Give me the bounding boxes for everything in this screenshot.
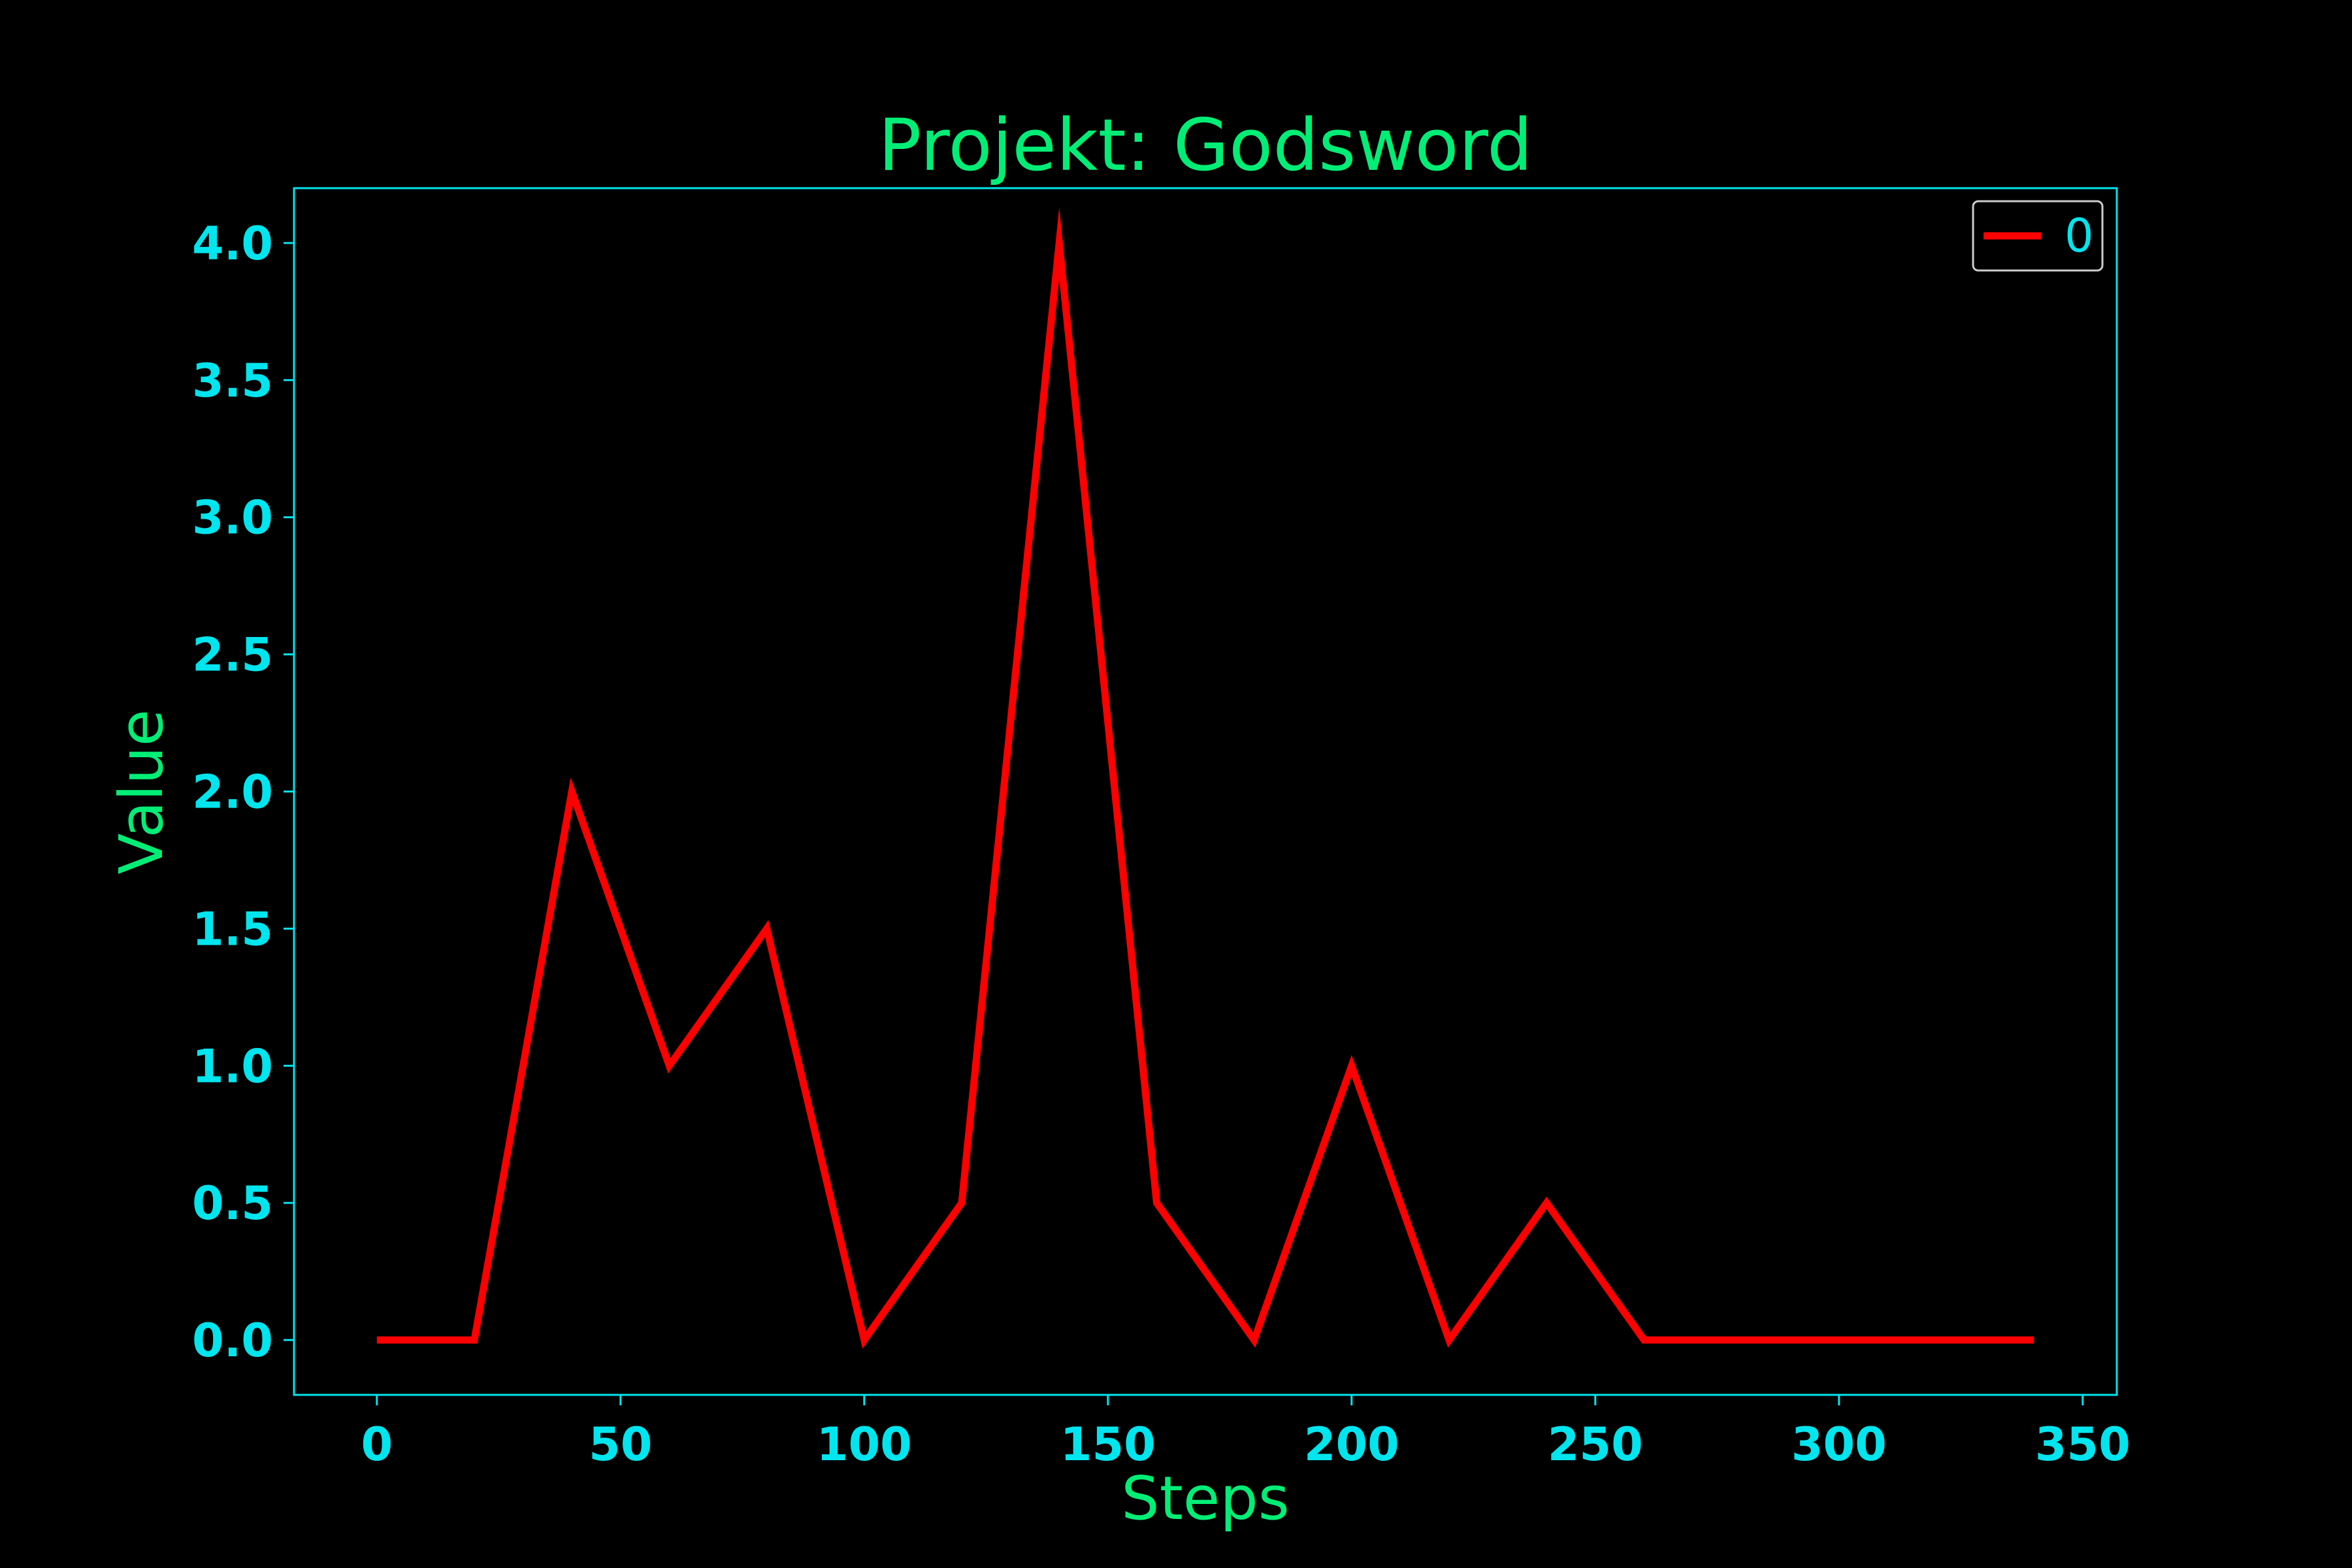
y-tick-label: 2.0	[192, 766, 273, 819]
y-tick-label: 1.5	[192, 902, 273, 956]
legend: 0	[1972, 200, 2104, 272]
x-tick-label: 0	[361, 1418, 393, 1471]
legend-label: 0	[2065, 209, 2094, 263]
x-tick-label: 200	[1304, 1418, 1399, 1471]
plot-area: 0 50 100 150 200 250 300 350 0.0 0.5 1.0 1.5 2.0 2.5 3…	[192, 187, 2131, 1471]
x-axis-label: Steps	[1121, 1463, 1289, 1533]
series-line	[376, 207, 2034, 1349]
x-tick-label: 300	[1791, 1418, 1887, 1471]
x-tick-label: 50	[589, 1418, 652, 1471]
y-tick-label: 0.0	[192, 1314, 273, 1367]
x-tick-label: 150	[1060, 1418, 1156, 1471]
y-tick-label: 2.5	[192, 629, 273, 682]
y-tick-label: 4.0	[192, 217, 273, 270]
x-tick-label: 250	[1548, 1418, 1643, 1471]
y-tick-label: 0.5	[192, 1177, 273, 1230]
y-tick-label: 1.0	[192, 1039, 273, 1093]
x-tick-label: 100	[817, 1418, 912, 1471]
y-axis-label: Value	[106, 710, 176, 875]
y-tick-label: 3.5	[192, 354, 273, 408]
x-tick-label: 350	[2035, 1418, 2131, 1471]
chart-title: Projekt: Godsword	[878, 103, 1533, 187]
y-tick-label: 3.0	[192, 491, 273, 545]
